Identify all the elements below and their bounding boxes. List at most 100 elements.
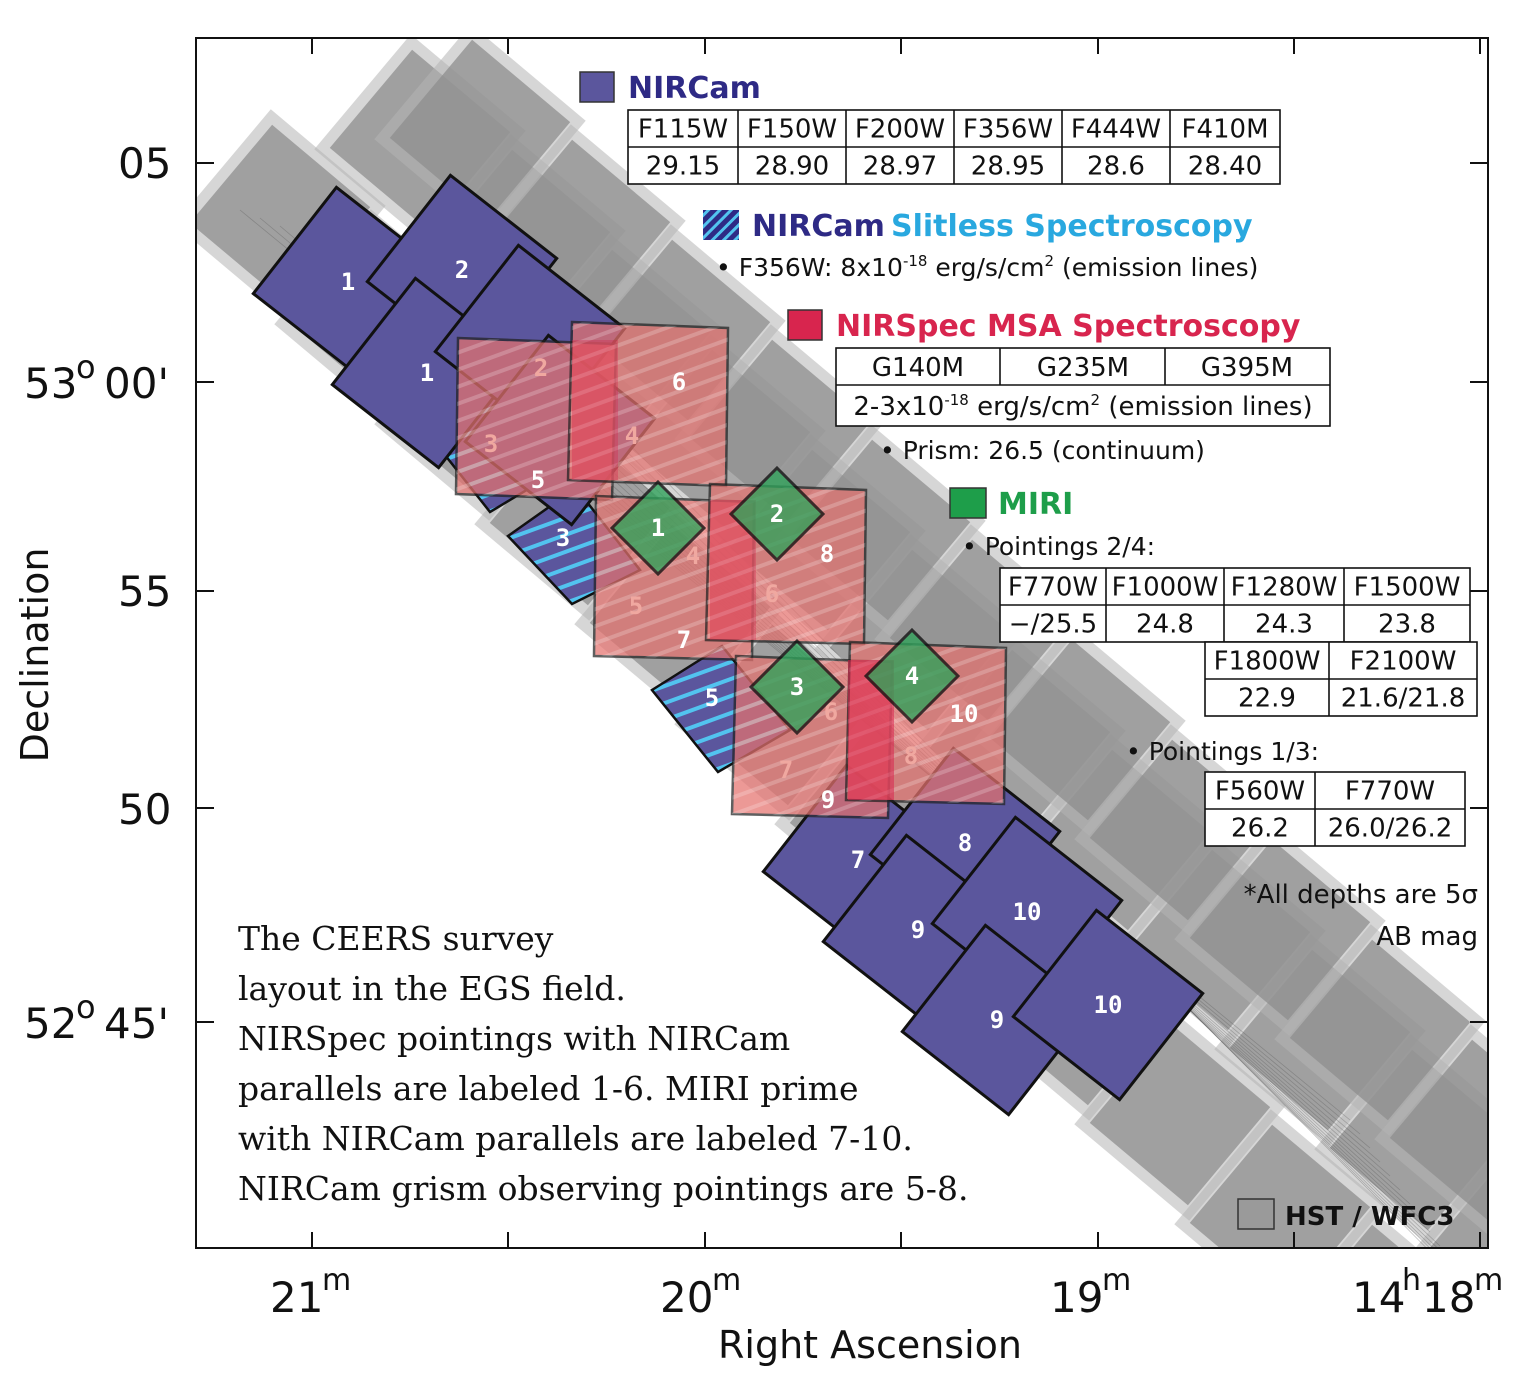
nirspec-grating-cell: G235M xyxy=(1037,353,1129,383)
nircam-module-label: 1 xyxy=(420,359,434,387)
miri-p24-table-a-cell: 23.8 xyxy=(1378,610,1436,640)
nircam-table-cell: 28.90 xyxy=(755,152,829,182)
nircam-table-cell: F200W xyxy=(855,115,945,145)
svg-text:m: m xyxy=(1474,1263,1503,1298)
grism-pointing-label: 5 xyxy=(705,684,719,712)
miri-pointing xyxy=(863,627,961,725)
miri-pointing-label: 4 xyxy=(905,662,919,690)
caption-line-6: NIRCam grism observing pointings are 5-8… xyxy=(238,1169,968,1208)
nircam-table-cell: 28.40 xyxy=(1188,152,1262,182)
hst-tile xyxy=(1189,839,1371,1021)
hst-legend-title: HST / WFC3 xyxy=(1285,1202,1454,1232)
nirspec-depth-table: G140M G235M G395M 2-3x10-18 erg/s/cm2 (emis… xyxy=(835,347,1331,427)
x-tick-label-14h18m: 14 h 18 m xyxy=(1352,1263,1503,1322)
nirspec-pointing-label: 9 xyxy=(821,786,835,814)
svg-text:52: 52 xyxy=(24,999,77,1048)
slitless-swatch xyxy=(703,210,739,240)
nircam-module-label: 9 xyxy=(990,1006,1004,1034)
nirspec-grating-cell: G395M xyxy=(1201,353,1293,383)
miri-pointings-24-label: • Pointings 2/4: xyxy=(962,532,1155,561)
nirspec-grating-table: G140M G235M G395M 2-3x10-18 erg/s/cm2 (emis… xyxy=(835,347,1331,427)
nircam-depth-table: F115W F150W F200W F356W F444W F410M 29.15 28.90… xyxy=(627,109,1281,185)
miri-p13-table-cell: F560W xyxy=(1215,777,1305,807)
nircam-table-cell: F115W xyxy=(638,115,728,145)
legend-miri: MIRI • Pointings 2/4: • Pointings 1/3: F… xyxy=(949,487,1478,847)
miri-p13-table-cell: 26.0/26.2 xyxy=(1328,814,1453,844)
slitless-title-spectroscopy: Slitless Spectroscopy xyxy=(891,209,1253,244)
grism-pointing-label: 3 xyxy=(556,524,570,552)
nirspec-pointing-label: 5 xyxy=(531,466,545,494)
svg-text:14: 14 xyxy=(1352,1273,1405,1322)
miri-p13-table: F560W F770W 26.2 26.0/26.2 xyxy=(1204,771,1466,847)
nircam-table-cell: 28.6 xyxy=(1087,152,1145,182)
nirspec-pointing-label: 4 xyxy=(625,422,639,450)
legend-nircam: NIRCam F115W F150W F200W F356W F444W F410M 29.… xyxy=(579,71,1281,185)
nirspec-pointing-label: 2 xyxy=(534,354,548,382)
nirspec-swatch xyxy=(787,309,823,341)
caption-line-3: NIRSpec pointings with NIRCam xyxy=(238,1019,790,1058)
svg-text:18: 18 xyxy=(1422,1273,1475,1322)
x-tick-label-20m: 20 m xyxy=(660,1263,741,1322)
caption-line-1: The CEERS survey xyxy=(238,919,554,958)
nirspec-pointing-label: 3 xyxy=(484,430,498,458)
x-axis-label: Right Ascension xyxy=(718,1323,1022,1367)
svg-text:21: 21 xyxy=(270,1273,323,1322)
y-tick-label-05: 05 xyxy=(118,139,171,188)
y-tick-label-50: 50 xyxy=(118,785,171,834)
slitless-depth-line: • F356W: 8x10-18 erg/s/cm2 (emission lin… xyxy=(716,252,1258,282)
plot-frame xyxy=(195,37,1489,1249)
miri-pointing xyxy=(728,465,826,563)
depth-note-line1: *All depths are 5σ xyxy=(1244,880,1478,910)
svg-text:00': 00' xyxy=(104,359,169,408)
miri-p24-table-a-cell: −/25.5 xyxy=(1009,610,1097,640)
hst-tile xyxy=(389,39,571,221)
caption-line-2: layout in the EGS field. xyxy=(238,969,626,1008)
nircam-module-label: 9 xyxy=(911,916,925,944)
miri-p24-table-a-cell: F1000W xyxy=(1112,573,1219,603)
nircam-module-label: 2 xyxy=(455,256,469,284)
miri-p24-table-a-cell: 24.3 xyxy=(1255,610,1313,640)
miri-p24-table-b-cell: F2100W xyxy=(1350,647,1457,677)
nirspec-pointing-label: 6 xyxy=(824,698,838,726)
y-tick-label-52-45: 52 o 45' xyxy=(24,988,169,1048)
miri-p24-table-a: F770W F1000W F1280W F1500W −/25.5 24.8 24.3 23.… xyxy=(999,567,1471,643)
nirspec-pointings: 2 63 454 85 676 107 89 xyxy=(454,320,1008,820)
miri-p24-table-b-cell: F1800W xyxy=(1214,647,1321,677)
nircam-table-cell: 28.97 xyxy=(863,152,937,182)
miri-p24-table-b-cell: 22.9 xyxy=(1238,684,1296,714)
svg-text:45': 45' xyxy=(104,999,169,1048)
miri-pointing-label: 3 xyxy=(790,673,804,701)
hst-tile-halo xyxy=(1338,1209,1417,1248)
hst-tile xyxy=(989,639,1171,821)
nirspec-footprint-texture xyxy=(568,322,728,486)
nirspec-legend-title: NIRSpec MSA Spectroscopy xyxy=(836,309,1301,344)
svg-text:20: 20 xyxy=(660,1273,713,1322)
caption-line-4: parallels are labeled 1-6. MIRI prime xyxy=(238,1069,859,1108)
miri-p13-table-cell: 26.2 xyxy=(1231,814,1289,844)
hst-tile xyxy=(1352,1224,1400,1248)
svg-text:o: o xyxy=(76,348,96,386)
nirspec-pointing-label: 6 xyxy=(765,580,779,608)
miri-swatch xyxy=(949,487,987,519)
miri-pointings: 1 2 3 4 xyxy=(609,465,961,736)
miri-pointing-label: 1 xyxy=(651,514,665,542)
nircam-module-label: 10 xyxy=(1094,991,1123,1019)
nircam-module xyxy=(1011,908,1205,1102)
legend-slitless: NIRCam Slitless Spectroscopy • F356W: 8x… xyxy=(703,209,1258,282)
miri-depth-tables: F770W F1000W F1280W F1500W −/25.5 24.8 24.3 23.… xyxy=(999,567,1478,847)
svg-text:h: h xyxy=(1402,1263,1421,1298)
miri-legend-title: MIRI xyxy=(998,487,1073,522)
nircam-module-label: 1 xyxy=(341,268,355,296)
legend-nirspec: NIRSpec MSA Spectroscopy G140M G235M G395M… xyxy=(787,309,1331,465)
miri-pointing xyxy=(609,479,707,577)
svg-text:• F356W: 8x10-18 erg/s/cm2 (em: • F356W: 8x10-18 erg/s/cm2 (emission lin… xyxy=(716,252,1258,282)
nircam-module-label: 7 xyxy=(851,846,865,874)
nircam-module-label: 8 xyxy=(958,829,972,857)
y-axis-label: Declination xyxy=(13,548,57,763)
y-tick-label-53-00: 53 o 00' xyxy=(24,348,169,408)
miri-pointings-13-label: • Pointings 1/3: xyxy=(1126,737,1319,766)
nircam-table: F115W F150W F200W F356W F444W F410M 29.15 28.90… xyxy=(627,109,1281,185)
svg-text:m: m xyxy=(1102,1263,1131,1298)
depth-note-line2: AB mag xyxy=(1376,922,1478,952)
miri-p13-table-cell: F770W xyxy=(1345,777,1435,807)
